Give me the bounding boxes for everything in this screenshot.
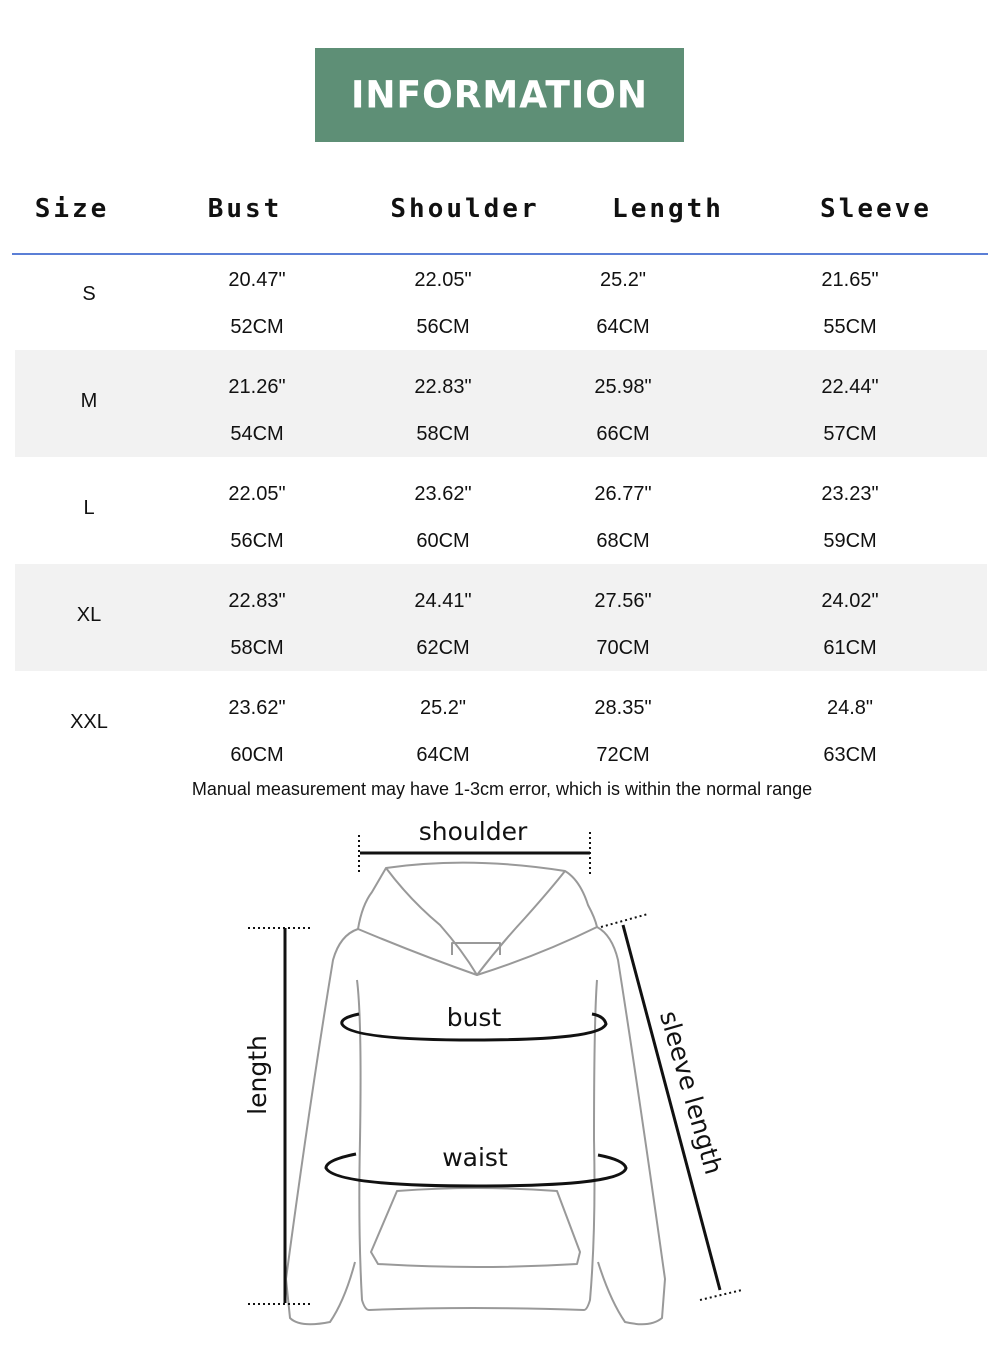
length-cm-cell: 72CM	[596, 744, 650, 766]
header-sleeve: Sleeve	[820, 194, 932, 224]
shoulder-cm-cell: 56CM	[416, 316, 470, 338]
shoulder-inches-cell: 22.05"	[414, 269, 472, 291]
shoulder-inches-cell: 24.41"	[414, 590, 472, 612]
banner-title: INFORMATION	[350, 73, 648, 117]
table-row: M 21.26" 54CM 22.83" 58CM 25.98" 66CM 22.44" 57C…	[15, 350, 987, 457]
header-size: Size	[34, 194, 110, 224]
sleeve-inches-cell: 24.8"	[826, 697, 874, 719]
table-row: S 20.47" 52CM 22.05" 56CM 25.2" 64CM 21.65" 55CM	[15, 243, 987, 350]
length-inches-cell: 28.35"	[594, 697, 652, 719]
length-inches-cell: 25.2"	[599, 269, 647, 291]
length-cm-cell: 66CM	[596, 423, 650, 445]
size-cell: M	[80, 390, 98, 412]
length-inches-cell: 26.77"	[594, 483, 652, 505]
shoulder-inches-cell: 23.62"	[414, 483, 472, 505]
sleeve-cm-cell: 63CM	[823, 744, 877, 766]
bust-cm-cell: 54CM	[230, 423, 284, 445]
label-shoulder: shoulder	[419, 817, 528, 846]
sleeve-inches-cell: 24.02"	[821, 590, 879, 612]
shoulder-cm-cell: 60CM	[416, 530, 470, 552]
bust-inches-cell: 22.05"	[228, 483, 286, 505]
bust-inches-cell: 22.83"	[228, 590, 286, 612]
table-row: XL 22.83" 58CM 24.41" 62CM 27.56" 70CM 24.02" 61…	[15, 564, 987, 671]
bust-inches-cell: 23.62"	[228, 697, 286, 719]
bust-cm-cell: 60CM	[230, 744, 284, 766]
length-cm-cell: 68CM	[596, 530, 650, 552]
header-shoulder: Shoulder	[390, 194, 540, 224]
length-inches-cell: 25.98"	[594, 376, 652, 398]
length-cm-cell: 64CM	[596, 316, 650, 338]
shoulder-cm-cell: 62CM	[416, 637, 470, 659]
header-length: Length	[612, 194, 724, 224]
information-banner: INFORMATION	[315, 48, 684, 142]
length-inches-cell: 27.56"	[594, 590, 652, 612]
header-bust: Bust	[207, 194, 283, 224]
table-row: XXL 23.62" 60CM 25.2" 64CM 28.35" 72CM 24.8" 63C…	[15, 671, 987, 778]
label-sleeve-length: sleeve length	[654, 1008, 728, 1178]
label-bust: bust	[447, 1003, 502, 1032]
label-length: length	[243, 1035, 272, 1115]
sleeve-inches-cell: 22.44"	[821, 376, 879, 398]
measurement-note: Manual measurement may have 1-3cm error,…	[191, 779, 813, 799]
shoulder-cm-cell: 58CM	[416, 423, 470, 445]
label-waist: waist	[442, 1143, 508, 1172]
shoulder-cm-cell: 64CM	[416, 744, 470, 766]
sleeve-cm-cell: 55CM	[823, 316, 877, 338]
bust-cm-cell: 58CM	[230, 637, 284, 659]
sleeve-inches-cell: 23.23"	[821, 483, 879, 505]
bust-cm-cell: 52CM	[230, 316, 284, 338]
size-cell: XL	[76, 604, 102, 626]
size-cell: S	[82, 283, 96, 305]
shoulder-inches-cell: 25.2"	[419, 697, 467, 719]
sleeve-inches-cell: 21.65"	[821, 269, 879, 291]
bust-cm-cell: 56CM	[230, 530, 284, 552]
length-cm-cell: 70CM	[596, 637, 650, 659]
size-cell: L	[83, 497, 95, 519]
size-cell: XXL	[70, 711, 108, 733]
header-divider	[12, 253, 988, 255]
bust-inches-cell: 20.47"	[228, 269, 286, 291]
sleeve-cm-cell: 59CM	[823, 530, 877, 552]
shoulder-inches-cell: 22.83"	[414, 376, 472, 398]
bust-inches-cell: 21.26"	[228, 376, 286, 398]
sleeve-cm-cell: 61CM	[823, 637, 877, 659]
table-row: L 22.05" 56CM 23.62" 60CM 26.77" 68CM 23.23" 59C…	[15, 457, 987, 564]
sleeve-cm-cell: 57CM	[823, 423, 877, 445]
